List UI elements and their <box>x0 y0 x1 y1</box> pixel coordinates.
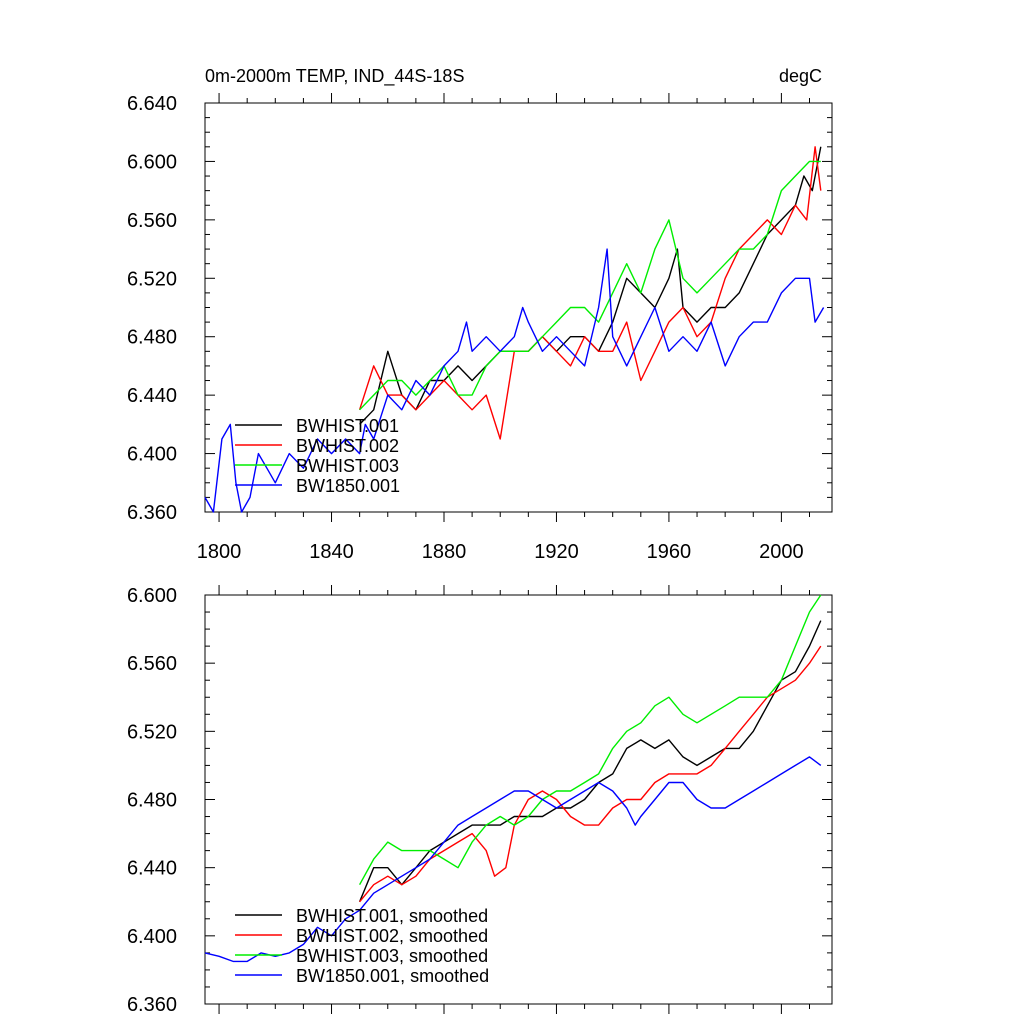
y-tick-label: 6.440 <box>127 385 177 407</box>
x-tick-label: 1880 <box>422 541 467 563</box>
y-tick-label: 6.360 <box>127 502 177 524</box>
x-tick-label: 1920 <box>534 541 579 563</box>
y-tick-label: 6.480 <box>127 790 177 812</box>
y-tick-label: 6.400 <box>127 926 177 948</box>
series-line <box>358 620 822 903</box>
top-chart-panel: 0m-2000m TEMP, IND_44S-18S degC 6.360 6.4… <box>127 66 833 563</box>
series-line <box>204 756 822 963</box>
series-line <box>358 146 822 440</box>
series-line <box>359 160 821 411</box>
legend-label: BWHIST.003 <box>296 456 399 476</box>
y-tick-label: 6.440 <box>127 858 177 880</box>
legend-label: BWHIST.002 <box>296 436 399 456</box>
legend-label: BWHIST.003, smoothed <box>296 946 488 966</box>
y-tick-label: 6.560 <box>127 210 177 232</box>
y-tick-label: 6.600 <box>127 585 177 607</box>
y-tick-label: 6.360 <box>127 994 177 1016</box>
legend-label: BW1850.001 <box>296 476 400 496</box>
y-tick-label: 6.600 <box>127 151 177 173</box>
y-tick-label: 6.560 <box>127 653 177 675</box>
x-tick-label: 1840 <box>309 541 354 563</box>
legend-label: BW1850.001, smoothed <box>296 966 489 986</box>
x-tick-label: 1960 <box>647 541 692 563</box>
legend-label: BWHIST.002, smoothed <box>296 926 488 946</box>
legend-label: BWHIST.001, smoothed <box>296 906 488 926</box>
series-line <box>204 248 825 513</box>
legend-label: BWHIST.001 <box>296 416 399 436</box>
x-tick-label: 2000 <box>759 541 804 563</box>
y-tick-label: 6.400 <box>127 444 177 466</box>
bottom-chart-panel: 6.360 6.400 6.440 6.480 6.520 6.560 6.600 BWHIS… <box>127 585 833 1016</box>
chart-title: 0m-2000m TEMP, IND_44S-18S <box>205 66 464 87</box>
y-tick-label: 6.520 <box>127 268 177 290</box>
units-label: degC <box>779 66 822 86</box>
x-tick-label: 1800 <box>197 541 242 563</box>
series-line <box>359 146 822 425</box>
series-line <box>359 645 822 903</box>
series-line <box>358 594 822 886</box>
y-tick-label: 6.520 <box>127 721 177 743</box>
y-tick-label: 6.640 <box>127 93 177 115</box>
y-tick-label: 6.480 <box>127 327 177 349</box>
